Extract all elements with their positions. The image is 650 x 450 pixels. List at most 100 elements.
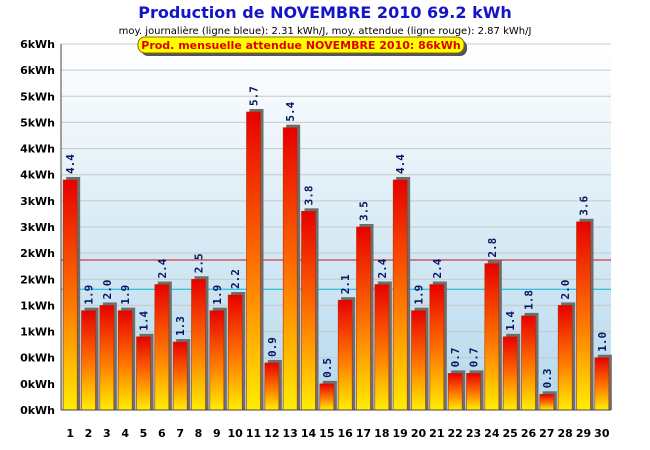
y-tick-label: 4kWh [20, 169, 55, 182]
bar [319, 383, 335, 411]
y-tick-label: 5kWh [20, 90, 55, 103]
bar [191, 278, 206, 411]
x-tick-label: 25 [503, 427, 518, 440]
x-tick-label: 17 [356, 427, 371, 440]
bar [356, 226, 371, 411]
x-tick-label: 8 [195, 427, 203, 440]
y-axis-ticks: 0kWh 0kWh 0kWh 1kWh 1kWh 2kWh 2kWh 3kWh 3kWh 4kWh… [20, 38, 55, 417]
bar [246, 111, 261, 411]
x-tick-label: 28 [558, 427, 573, 440]
x-tick-label: 11 [246, 427, 261, 440]
bar [136, 336, 151, 411]
x-tick-label: 22 [448, 427, 463, 440]
bar-value-label: 0.3 [541, 368, 554, 388]
expected-production-banner: Prod. mensuelle attendue NOVEMBRE 2010: … [137, 36, 467, 56]
bar-value-label: 2.0 [559, 280, 572, 300]
bar [172, 341, 188, 411]
y-tick-label: 0kWh [20, 404, 55, 417]
bar [99, 305, 115, 411]
y-tick-label: 6kWh [20, 38, 55, 51]
bar [374, 284, 390, 411]
bar-value-label: 0.7 [449, 348, 462, 368]
x-tick-label: 23 [466, 427, 481, 440]
x-tick-label: 4 [121, 427, 129, 440]
bar [301, 211, 316, 411]
y-tick-label: 1kWh [20, 299, 55, 312]
bar [521, 315, 536, 411]
bar-value-label: 2.8 [486, 238, 499, 258]
x-tick-label: 27 [539, 427, 554, 440]
bar [594, 357, 610, 411]
bar-value-label: 0.7 [468, 348, 481, 368]
x-tick-label: 20 [411, 427, 427, 440]
bar-value-label: 1.9 [119, 285, 132, 305]
y-tick-label: 3kWh [20, 221, 55, 234]
bar-value-label: 0.9 [266, 337, 279, 357]
bar-value-label: 1.4 [504, 311, 517, 331]
bar [466, 373, 481, 411]
bar [392, 179, 408, 411]
y-tick-label: 2kWh [20, 247, 55, 260]
bar-value-label: 1.3 [174, 316, 187, 336]
y-tick-label: 2kWh [20, 273, 55, 286]
x-tick-label: 29 [576, 427, 591, 440]
bar-value-label: 4.4 [394, 154, 407, 174]
x-tick-label: 30 [594, 427, 610, 440]
bar [117, 310, 133, 411]
y-tick-label: 6kWh [20, 64, 55, 77]
bar [282, 127, 298, 411]
chart-subtitle: moy. journalière (ligne bleue): 2.31 kWh… [119, 25, 532, 37]
x-tick-label: 1 [66, 427, 74, 440]
bar-value-label: 3.6 [578, 196, 591, 216]
bar [576, 221, 591, 411]
x-tick-label: 18 [374, 427, 389, 440]
x-tick-label: 15 [319, 427, 334, 440]
y-tick-label: 5kWh [20, 116, 55, 129]
bar-value-label: 5.4 [284, 101, 297, 121]
x-tick-label: 9 [213, 427, 221, 440]
bar-series: 4.4 1.9 2.0 1.9 1.4 2.4 1.3 2.5 1.9 2.2 5.7 0.9 5.4 3… [62, 86, 612, 411]
x-tick-label: 12 [264, 427, 279, 440]
bar [227, 294, 243, 411]
bar [539, 394, 555, 411]
bar [62, 179, 78, 411]
bar-value-label: 5.7 [248, 86, 261, 106]
x-tick-label: 19 [393, 427, 408, 440]
bar-value-label: 0.5 [321, 358, 334, 378]
bar-value-label: 2.4 [431, 258, 444, 278]
bar [411, 310, 426, 411]
bar-value-label: 2.4 [376, 258, 389, 278]
bar-value-label: 2.2 [229, 269, 242, 289]
banner-text: Prod. mensuelle attendue NOVEMBRE 2010: … [141, 39, 460, 52]
x-tick-label: 24 [484, 427, 500, 440]
bar-value-label: 2.1 [339, 274, 352, 294]
banner-box [137, 36, 465, 54]
bar-value-label: 1.4 [138, 311, 151, 331]
bar [209, 310, 225, 411]
bar [81, 310, 96, 411]
bar [429, 284, 445, 411]
bar [154, 284, 170, 411]
y-tick-label: 0kWh [20, 352, 55, 365]
bar [264, 362, 280, 411]
x-axis-ticks: 1 2 3 4 5 6 7 8 9 10 11 12 13 14 15 16 17 18 19 20 21 22 23 24 2… [66, 427, 609, 440]
x-tick-label: 26 [521, 427, 537, 440]
y-tick-label: 4kWh [20, 143, 55, 156]
x-tick-label: 21 [429, 427, 444, 440]
bar [502, 336, 518, 411]
bar-value-label: 4.4 [64, 154, 77, 174]
x-tick-label: 10 [228, 427, 244, 440]
x-tick-label: 2 [85, 427, 93, 440]
x-tick-label: 5 [140, 427, 148, 440]
bar [484, 263, 500, 411]
reference-lines [61, 259, 611, 290]
bar-value-label: 2.0 [101, 280, 114, 300]
bar-value-label: 1.9 [413, 285, 426, 305]
bar [447, 373, 463, 411]
bar-value-label: 1.8 [523, 290, 536, 310]
y-tick-label: 0kWh [20, 378, 55, 391]
x-tick-label: 13 [283, 427, 298, 440]
bar-value-label: 1.0 [596, 332, 609, 352]
x-tick-label: 6 [158, 427, 166, 440]
